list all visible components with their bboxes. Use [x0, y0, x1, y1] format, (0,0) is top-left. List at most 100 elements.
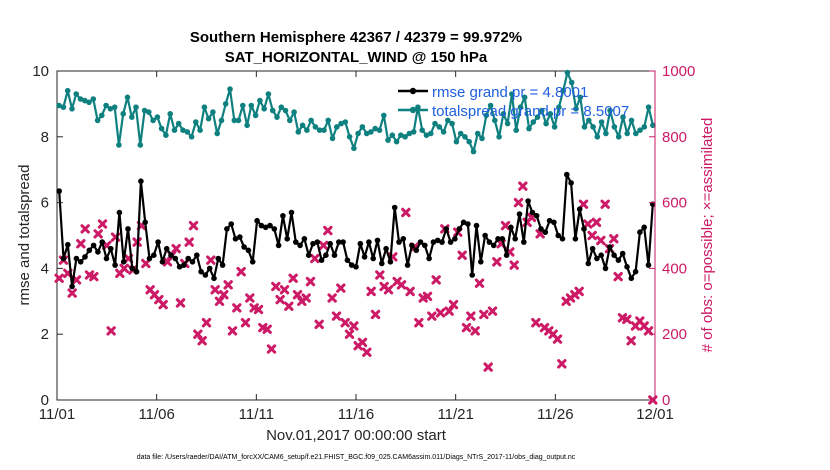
- obs-assimilated-marker: [310, 253, 320, 264]
- point-rmse: [219, 262, 226, 268]
- point-totalspread: [227, 86, 233, 92]
- point-totalspread: [338, 120, 344, 127]
- point-rmse: [490, 242, 497, 249]
- point-totalspread: [146, 109, 152, 115]
- point-rmse: [529, 209, 536, 216]
- point-totalspread: [99, 112, 105, 119]
- point-rmse: [211, 275, 217, 282]
- obs-assimilated-marker: [457, 250, 467, 260]
- point-rmse: [374, 237, 381, 244]
- obs-assimilated-marker: [271, 281, 281, 292]
- obs-assimilated-marker: [284, 301, 294, 311]
- point-rmse: [465, 221, 471, 227]
- point-totalspread: [419, 127, 426, 133]
- obs-assimilated-marker: [119, 263, 129, 274]
- obs-assimilated-marker: [323, 225, 333, 236]
- point-rmse: [447, 239, 454, 245]
- data-file-footer: data file: /Users/raeder/DAI/ATM_forcXX/…: [137, 454, 576, 461]
- point-rmse: [559, 236, 566, 242]
- obs-assimilated-marker: [318, 240, 329, 251]
- point-totalspread: [64, 87, 71, 94]
- point-totalspread: [372, 125, 379, 132]
- point-rmse: [589, 245, 596, 252]
- obs-assimilated-marker: [487, 306, 498, 316]
- point-totalspread: [466, 138, 473, 145]
- y-right-tick-label: 400: [662, 260, 687, 277]
- point-totalspread: [163, 132, 169, 138]
- point-totalspread: [457, 130, 464, 137]
- point-rmse: [241, 244, 247, 250]
- obs-assimilated-marker: [245, 293, 255, 303]
- point-rmse: [194, 252, 200, 258]
- point-rmse: [344, 257, 351, 264]
- point-rmse: [340, 239, 346, 245]
- point-rmse: [293, 239, 299, 245]
- point-rmse: [155, 239, 161, 245]
- point-rmse: [77, 259, 84, 265]
- x-tick-label: 12/01: [636, 406, 674, 423]
- point-rmse: [512, 236, 518, 242]
- point-totalspread: [188, 134, 195, 140]
- point-rmse: [422, 242, 428, 249]
- point-totalspread: [316, 127, 323, 133]
- point-rmse: [185, 255, 191, 262]
- point-rmse: [168, 252, 174, 258]
- point-totalspread: [624, 130, 630, 137]
- point-totalspread: [150, 117, 156, 124]
- point-rmse: [361, 254, 368, 260]
- point-rmse: [370, 255, 377, 262]
- point-rmse: [267, 222, 273, 229]
- point-rmse: [456, 226, 463, 232]
- point-totalspread: [432, 120, 438, 127]
- point-totalspread: [56, 102, 62, 109]
- point-totalspread: [299, 122, 306, 129]
- point-totalspread: [530, 119, 537, 125]
- point-rmse: [396, 239, 402, 245]
- point-totalspread: [133, 104, 139, 110]
- point-rmse: [297, 242, 303, 249]
- point-totalspread: [479, 135, 485, 142]
- point-totalspread: [564, 69, 571, 76]
- point-rmse: [564, 171, 570, 178]
- point-totalspread: [295, 129, 302, 135]
- obs-assimilated-marker: [193, 329, 203, 339]
- point-totalspread: [218, 117, 225, 124]
- obs-assimilated-marker: [375, 270, 385, 280]
- point-rmse: [176, 264, 183, 270]
- point-rmse: [615, 257, 622, 264]
- point-rmse: [232, 236, 239, 242]
- obs-assimilated-marker: [279, 285, 290, 295]
- point-totalspread: [645, 104, 652, 110]
- point-rmse: [508, 224, 514, 231]
- point-rmse: [546, 217, 553, 224]
- point-totalspread: [184, 129, 191, 135]
- point-totalspread: [521, 94, 528, 101]
- point-rmse: [133, 268, 140, 275]
- point-rmse: [125, 226, 131, 232]
- point-totalspread: [167, 111, 173, 117]
- x-tick-label: 11/06: [138, 406, 174, 423]
- obs-assimilated-marker: [414, 317, 424, 328]
- obs-assimilated-marker: [106, 326, 116, 336]
- point-totalspread: [180, 127, 186, 133]
- obs-assimilated-marker: [266, 344, 277, 354]
- point-totalspread: [376, 127, 383, 133]
- point-rmse: [56, 188, 62, 194]
- point-rmse: [598, 252, 604, 258]
- point-rmse: [585, 260, 592, 267]
- point-rmse: [103, 255, 110, 262]
- obs-assimilated-marker: [401, 207, 411, 218]
- obs-assimilated-marker: [158, 299, 168, 310]
- point-rmse: [400, 236, 407, 242]
- point-totalspread: [210, 109, 216, 115]
- obs-assimilated-marker: [622, 314, 632, 325]
- obs-assimilated-marker: [422, 291, 433, 302]
- point-rmse: [301, 236, 308, 242]
- y-right-tick-label: 200: [662, 326, 687, 343]
- obs-assimilated-marker: [583, 219, 593, 229]
- point-totalspread: [496, 134, 502, 140]
- point-rmse: [611, 252, 617, 258]
- point-totalspread: [440, 129, 447, 135]
- obs-assimilated-marker: [197, 336, 207, 346]
- point-totalspread: [201, 104, 208, 110]
